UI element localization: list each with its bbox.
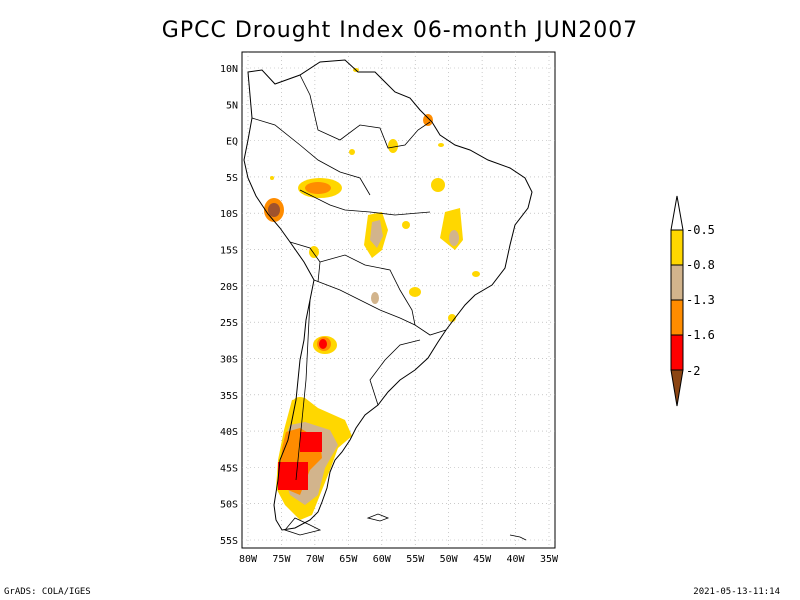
lat-tick-label: 10S — [220, 209, 238, 220]
legend-swatch-orange — [670, 299, 684, 336]
drought-region-central-brazil-moderate — [370, 220, 383, 248]
legend-swatch-tan — [670, 264, 684, 301]
drought-region-east-brazil-moderate — [449, 230, 459, 246]
lat-tick-label: 40S — [220, 427, 238, 438]
lon-tick-label: 45W — [473, 554, 492, 565]
legend-label: -1.6 — [686, 328, 715, 342]
lat-tick-label: 5N — [226, 100, 238, 111]
footer-timestamp: 2021-05-13-11:14 — [693, 587, 780, 597]
drought-region-small — [388, 139, 398, 153]
legend-label: -0.5 — [686, 223, 715, 237]
drought-region-small — [431, 178, 445, 192]
legend-swatch-red — [670, 334, 684, 371]
lon-tick-label: 70W — [306, 554, 325, 565]
map-frame — [241, 51, 556, 549]
lat-tick-label: 35S — [220, 391, 238, 402]
drought-region-small — [438, 143, 444, 147]
lon-tick-label: 75W — [272, 554, 291, 565]
drought-region-patagonia-extreme-north — [300, 432, 322, 452]
drought-region-small — [402, 221, 410, 229]
islands — [284, 513, 527, 541]
country-borders — [251, 74, 447, 481]
drought-region-patagonia-extreme-south — [278, 462, 308, 490]
lat-tick-label: 15S — [220, 246, 238, 257]
legend-swatch-yellow — [670, 229, 684, 266]
drought-region-andes-extreme — [319, 339, 327, 349]
map-gridlines — [242, 52, 555, 548]
lat-tick-label: 55S — [220, 536, 238, 547]
lat-tick-label: 45S — [220, 463, 238, 474]
legend-top-arrow — [670, 195, 684, 231]
legend-colorbar: -0.5 -0.8 -1.3 -1.6 -2 — [670, 195, 715, 407]
drought-region-small — [309, 246, 319, 258]
lon-tick-label: 65W — [339, 554, 358, 565]
legend-bottom-arrow — [670, 369, 684, 407]
continent-outline — [243, 59, 533, 531]
drought-region-small — [349, 149, 355, 155]
latitude-labels: 10N 5N EQ 5S 10S 15S 20S 25S 30S 35S 40S 45S 50S 55S — [220, 64, 238, 547]
drought-region-small — [371, 292, 379, 304]
map-title: GPCC Drought Index 06-month JUN2007 — [161, 18, 639, 43]
lon-tick-label: 40W — [507, 554, 526, 565]
lat-tick-label: 10N — [220, 64, 238, 75]
lon-tick-label: 50W — [440, 554, 459, 565]
drought-region-small — [409, 287, 421, 297]
lat-tick-label: 30S — [220, 354, 238, 365]
legend-label: -1.3 — [686, 293, 715, 307]
lat-tick-label: 50S — [220, 500, 238, 511]
legend-label: -2 — [686, 364, 700, 378]
legend-label: -0.8 — [686, 258, 715, 272]
lat-tick-label: EQ — [226, 137, 238, 148]
lon-tick-label: 80W — [239, 554, 258, 565]
drought-shading — [264, 68, 480, 520]
lon-tick-label: 35W — [540, 554, 559, 565]
drought-region-peru-severe — [268, 203, 280, 217]
lat-tick-label: 25S — [220, 318, 238, 329]
lon-tick-label: 55W — [406, 554, 425, 565]
lat-tick-label: 20S — [220, 282, 238, 293]
footer-credit: GrADS: COLA/IGES — [4, 587, 91, 597]
drought-region-small — [472, 271, 480, 277]
longitude-labels: 80W 75W 70W 65W 60W 55W 50W 45W 40W 35W — [239, 554, 559, 565]
drought-region-small — [270, 176, 274, 180]
drought-region-small — [423, 114, 433, 126]
lon-tick-label: 60W — [373, 554, 392, 565]
lat-tick-label: 5S — [226, 173, 238, 184]
drought-region-amazon-west-severe — [305, 182, 331, 194]
